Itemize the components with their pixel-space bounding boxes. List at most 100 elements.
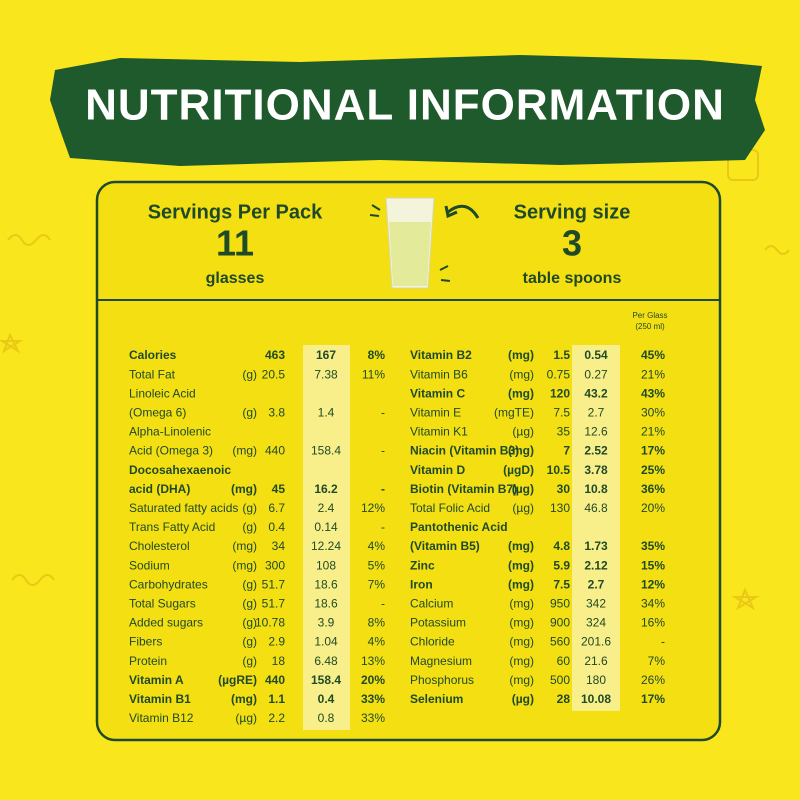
nutrient-name: Calories [129, 348, 177, 362]
nutrient-name: Phosphorus [410, 673, 474, 687]
unit: (g) [242, 596, 257, 610]
per-glass: 158.4 [311, 673, 341, 687]
per-glass: 2.12 [584, 558, 608, 572]
size-value: 3 [562, 223, 582, 264]
per-glass: 180 [586, 673, 606, 687]
unit: (mg) [508, 539, 534, 553]
rda: - [381, 596, 385, 610]
per-glass: 46.8 [584, 501, 608, 515]
unit: (g) [242, 635, 257, 649]
per-100g: 10.78 [255, 616, 285, 630]
unit: (mg) [231, 692, 257, 706]
unit: (g) [242, 654, 257, 668]
rda: 20% [641, 501, 665, 515]
rda: 21% [641, 367, 665, 381]
per-100g: 34 [272, 539, 286, 553]
tables: Calories 463 167 8% Total Fat (g) 20.5 7.38 11% L… [129, 345, 665, 730]
unit: (g) [242, 501, 257, 515]
per-glass: 12.24 [311, 539, 341, 553]
nutrient-name: Iron [410, 577, 433, 591]
per-glass: 1.73 [584, 539, 608, 553]
per-glass: 18.6 [314, 577, 338, 591]
per-100g: 2.2 [268, 711, 285, 725]
rda: 45% [641, 348, 665, 362]
per-glass: 342 [586, 596, 606, 610]
servings-unit: glasses [206, 270, 265, 287]
per-glass: 3.9 [318, 616, 335, 630]
info-box [95, 180, 722, 742]
nutrient-name: Carbohydrates [129, 577, 208, 591]
per-100g: 2.9 [268, 635, 285, 649]
rda: - [381, 405, 385, 419]
per-100g: 6.7 [268, 501, 285, 515]
nutrient-name: Zinc [410, 558, 435, 572]
rda: 4% [368, 635, 386, 649]
rda: - [381, 444, 385, 458]
per-100g: 7.5 [553, 577, 570, 591]
per-glass: 1.04 [314, 635, 338, 649]
decorations [0, 149, 790, 611]
nutrient-name: Pantothenic Acid [410, 520, 508, 534]
unit: (g) [242, 405, 257, 419]
per-glass: 0.4 [318, 692, 335, 706]
rda: 25% [641, 463, 665, 477]
nutrient-name: Vitamin E [410, 405, 461, 419]
nutrient-name: Fibers [129, 635, 162, 649]
per-100g: 60 [557, 654, 571, 668]
nutrient-name: Magnesium [410, 654, 472, 668]
per-100g: 51.7 [262, 577, 286, 591]
rda: 11% [362, 367, 385, 381]
nutrient-name: Trans Fatty Acid [129, 520, 215, 534]
nutrient-name: Vitamin B1 [129, 692, 191, 706]
per-100g: 463 [265, 348, 285, 362]
nutrient-name: Selenium [410, 692, 463, 706]
unit: (mg) [509, 635, 534, 649]
nutrient-name: Added sugars [129, 616, 203, 630]
nutrient-name: Total Fat [129, 367, 176, 381]
per-100g: 440 [265, 673, 285, 687]
per-100g: 35 [557, 425, 571, 439]
unit: (µgD) [503, 463, 534, 477]
nutrient-name: Sodium [129, 558, 170, 572]
per-glass: 0.54 [584, 348, 608, 362]
rda: 12% [361, 501, 385, 515]
per-glass: 6.48 [314, 654, 338, 668]
nutrient-name: Vitamin D [410, 463, 465, 477]
rda: 33% [361, 711, 385, 725]
rda: 30% [641, 405, 665, 419]
per-glass: 2.7 [588, 405, 605, 419]
nutrient-name: Saturated fatty acids [129, 501, 238, 515]
rda: 5% [368, 558, 386, 572]
per-100g: 0.4 [268, 520, 285, 534]
per-100g: 45 [272, 482, 286, 496]
nutrient-name: Protein [129, 654, 167, 668]
rda: 35% [641, 539, 665, 553]
rda: 4% [368, 539, 386, 553]
per-glass: 1.4 [318, 405, 335, 419]
nutrient-name: Alpha-Linolenic [129, 425, 211, 439]
nutrient-name: Acid (Omega 3) [129, 444, 213, 458]
rda: - [661, 635, 665, 649]
per-100g: 4.8 [553, 539, 570, 553]
per-glass: 12.6 [584, 425, 608, 439]
per-glass: 16.2 [314, 482, 338, 496]
per-glass: 324 [586, 616, 606, 630]
per-100g: 51.7 [262, 596, 286, 610]
per-100g: 950 [550, 596, 570, 610]
rda: 8% [368, 616, 386, 630]
nutrient-name: Linoleic Acid [129, 386, 196, 400]
unit: (mgTE) [494, 405, 534, 419]
per-100g: 1.5 [553, 348, 570, 362]
nutrient-name: Total Folic Acid [410, 501, 490, 515]
nutrient-name: Potassium [410, 616, 466, 630]
rda: 20% [361, 673, 385, 687]
per-100g: 10.5 [547, 463, 571, 477]
rda: 13% [361, 654, 385, 668]
servings-label: Servings Per Pack [148, 201, 323, 223]
unit: (mg) [509, 673, 534, 687]
rda: - [381, 482, 385, 496]
size-unit: table spoons [523, 270, 622, 287]
per-glass: 2.52 [584, 444, 608, 458]
